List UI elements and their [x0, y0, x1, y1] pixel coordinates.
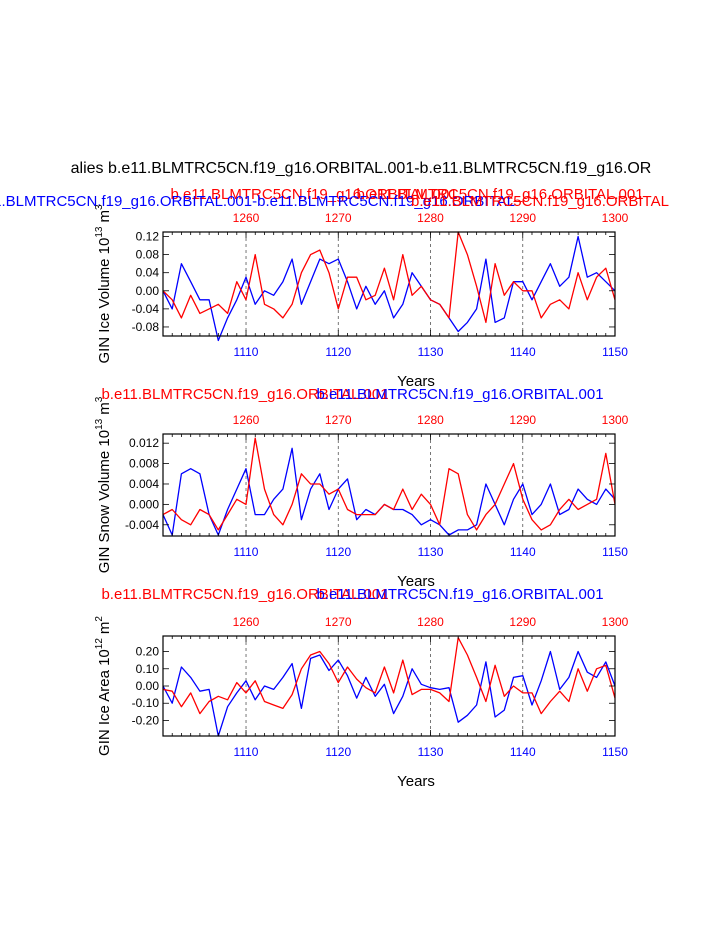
x-tick-label-bottom: 1120 — [325, 545, 351, 559]
y-axis-label: GIN Ice Volume 1013 m3 — [94, 204, 113, 364]
y-axis-label-text: GIN Ice Volume 10 — [96, 238, 113, 364]
y-tick-label: 0.08 — [136, 248, 160, 262]
x-tick-label-top: 1300 — [602, 413, 629, 427]
y-tick-label: -0.08 — [132, 320, 160, 334]
y-tick-label: 0.20 — [136, 645, 160, 659]
x-tick-label-bottom: 1110 — [234, 745, 259, 759]
x-tick-label-top: 1270 — [325, 211, 352, 225]
y-axis-label-exp: 13 — [94, 226, 105, 238]
series-line-blue — [162, 650, 616, 737]
x-axis-label: Years — [397, 773, 435, 790]
x-tick-label-top: 1260 — [233, 211, 260, 225]
x-tick-label-top: 1260 — [233, 413, 260, 427]
x-tick-label-top: 1280 — [417, 211, 444, 225]
x-tick-label-bottom: 1130 — [418, 345, 444, 359]
y-axis-label-unit-exp: 2 — [94, 616, 105, 622]
y-axis-label-unit-exp: 3 — [94, 204, 105, 210]
x-tick-label-bottom: 1150 — [602, 545, 628, 559]
x-tick-label-bottom: 1140 — [510, 745, 536, 759]
y-tick-label: 0.12 — [136, 230, 160, 244]
x-axis-label: Years — [397, 373, 435, 390]
x-tick-label-top: 1260 — [233, 615, 260, 629]
x-tick-label-bottom: 1120 — [325, 745, 351, 759]
x-tick-label-top: 1290 — [509, 413, 536, 427]
y-tick-label: -0.10 — [132, 696, 160, 710]
plot-frame — [162, 433, 616, 537]
y-axis-label-exp: 13 — [94, 418, 105, 430]
panel-1: b.e11.BLMTRC5CN.f19_g16.ORBITAL.001b.e11… — [0, 186, 669, 390]
y-axis-label-unit-exp: 3 — [94, 396, 105, 402]
y-tick-label: 0.000 — [129, 497, 159, 511]
series-line-red — [162, 437, 616, 531]
plot-frame — [162, 635, 616, 737]
x-tick-label-top: 1300 — [602, 615, 629, 629]
x-tick-label-bottom: 1150 — [602, 345, 628, 359]
series-line-blue — [162, 447, 616, 536]
y-axis-label-text: GIN Snow Volume 10 — [96, 430, 113, 573]
panel-title-line: b.e11.BLMTRC5CN.f19_g16.ORBITAL.001-b.e1… — [0, 193, 515, 210]
x-axis-label: Years — [397, 573, 435, 590]
x-tick-label-top: 1290 — [509, 211, 536, 225]
y-axis-label: GIN Snow Volume 1013 m3 — [94, 396, 113, 573]
panel-title-line: b.e11.BLMTRC5CN.f19_g16.ORBITAL.001 — [356, 186, 643, 203]
series-line-red — [162, 637, 616, 715]
y-tick-label: -0.004 — [125, 518, 159, 532]
y-axis-label-exp: 12 — [94, 638, 105, 650]
x-tick-label-bottom: 1140 — [510, 345, 536, 359]
y-tick-label: 0.012 — [129, 436, 159, 450]
x-tick-label-bottom: 1110 — [234, 545, 259, 559]
panel-title-line: b.e11.BLMTRC5CN.f19_g16.ORBITAL.001 — [101, 386, 388, 403]
panel-title-line: b.e11.BLMTRC5CN.f19_g16.ORBITAL — [411, 193, 669, 210]
main-title: alies b.e11.BLMTRC5CN.f19_g16.ORBITAL.00… — [71, 160, 652, 177]
y-axis-label-text: GIN Ice Area 10 — [96, 649, 113, 756]
x-tick-label-bottom: 1110 — [234, 345, 259, 359]
panel-title-line: b.e11.BLMTRC5CN.f19_g16.ORBITAL.001 — [101, 586, 388, 603]
x-tick-label-bottom: 1140 — [510, 545, 536, 559]
y-axis-label-unit: m — [96, 402, 113, 415]
y-tick-label: -0.20 — [132, 713, 160, 727]
x-tick-label-top: 1270 — [325, 615, 352, 629]
panel-3: b.e11.BLMTRC5CN.f19_g16.ORBITAL.001b.e11… — [94, 586, 629, 790]
x-tick-label-top: 1270 — [325, 413, 352, 427]
y-axis-label-unit: m — [96, 210, 113, 223]
x-tick-label-top: 1300 — [602, 211, 629, 225]
x-tick-label-top: 1280 — [417, 615, 444, 629]
panel-title-line: b.e11.BLMTRC5CN.f19_g16.ORBITAL.001 — [316, 386, 603, 403]
y-tick-label: 0.00 — [136, 679, 160, 693]
y-tick-label: 0.004 — [129, 477, 159, 491]
series-line-red — [162, 231, 616, 324]
panel-title-line: b.e11.BLMTRC5CN.f19_g16.ORBITAL.001 — [170, 186, 457, 203]
y-tick-label: 0.00 — [136, 284, 160, 298]
x-tick-label-bottom: 1120 — [325, 345, 351, 359]
series-line-blue — [162, 235, 616, 342]
x-tick-label-top: 1290 — [509, 615, 536, 629]
y-axis-label: GIN Ice Area 1012 m2 — [94, 616, 113, 756]
y-axis-label-unit: m — [96, 622, 113, 635]
x-tick-label-bottom: 1130 — [418, 545, 444, 559]
panel-2: b.e11.BLMTRC5CN.f19_g16.ORBITAL.001b.e11… — [94, 386, 629, 590]
y-tick-label: -0.04 — [132, 302, 160, 316]
y-tick-label: 0.04 — [136, 266, 160, 280]
y-tick-label: 0.008 — [129, 457, 159, 471]
x-tick-label-bottom: 1130 — [418, 745, 444, 759]
y-tick-label: 0.10 — [136, 662, 160, 676]
x-tick-label-bottom: 1150 — [602, 745, 628, 759]
panel-title-line: b.e11.BLMTRC5CN.f19_g16.ORBITAL.001 — [316, 586, 603, 603]
plot-frame — [162, 231, 616, 337]
x-tick-label-top: 1280 — [417, 413, 444, 427]
